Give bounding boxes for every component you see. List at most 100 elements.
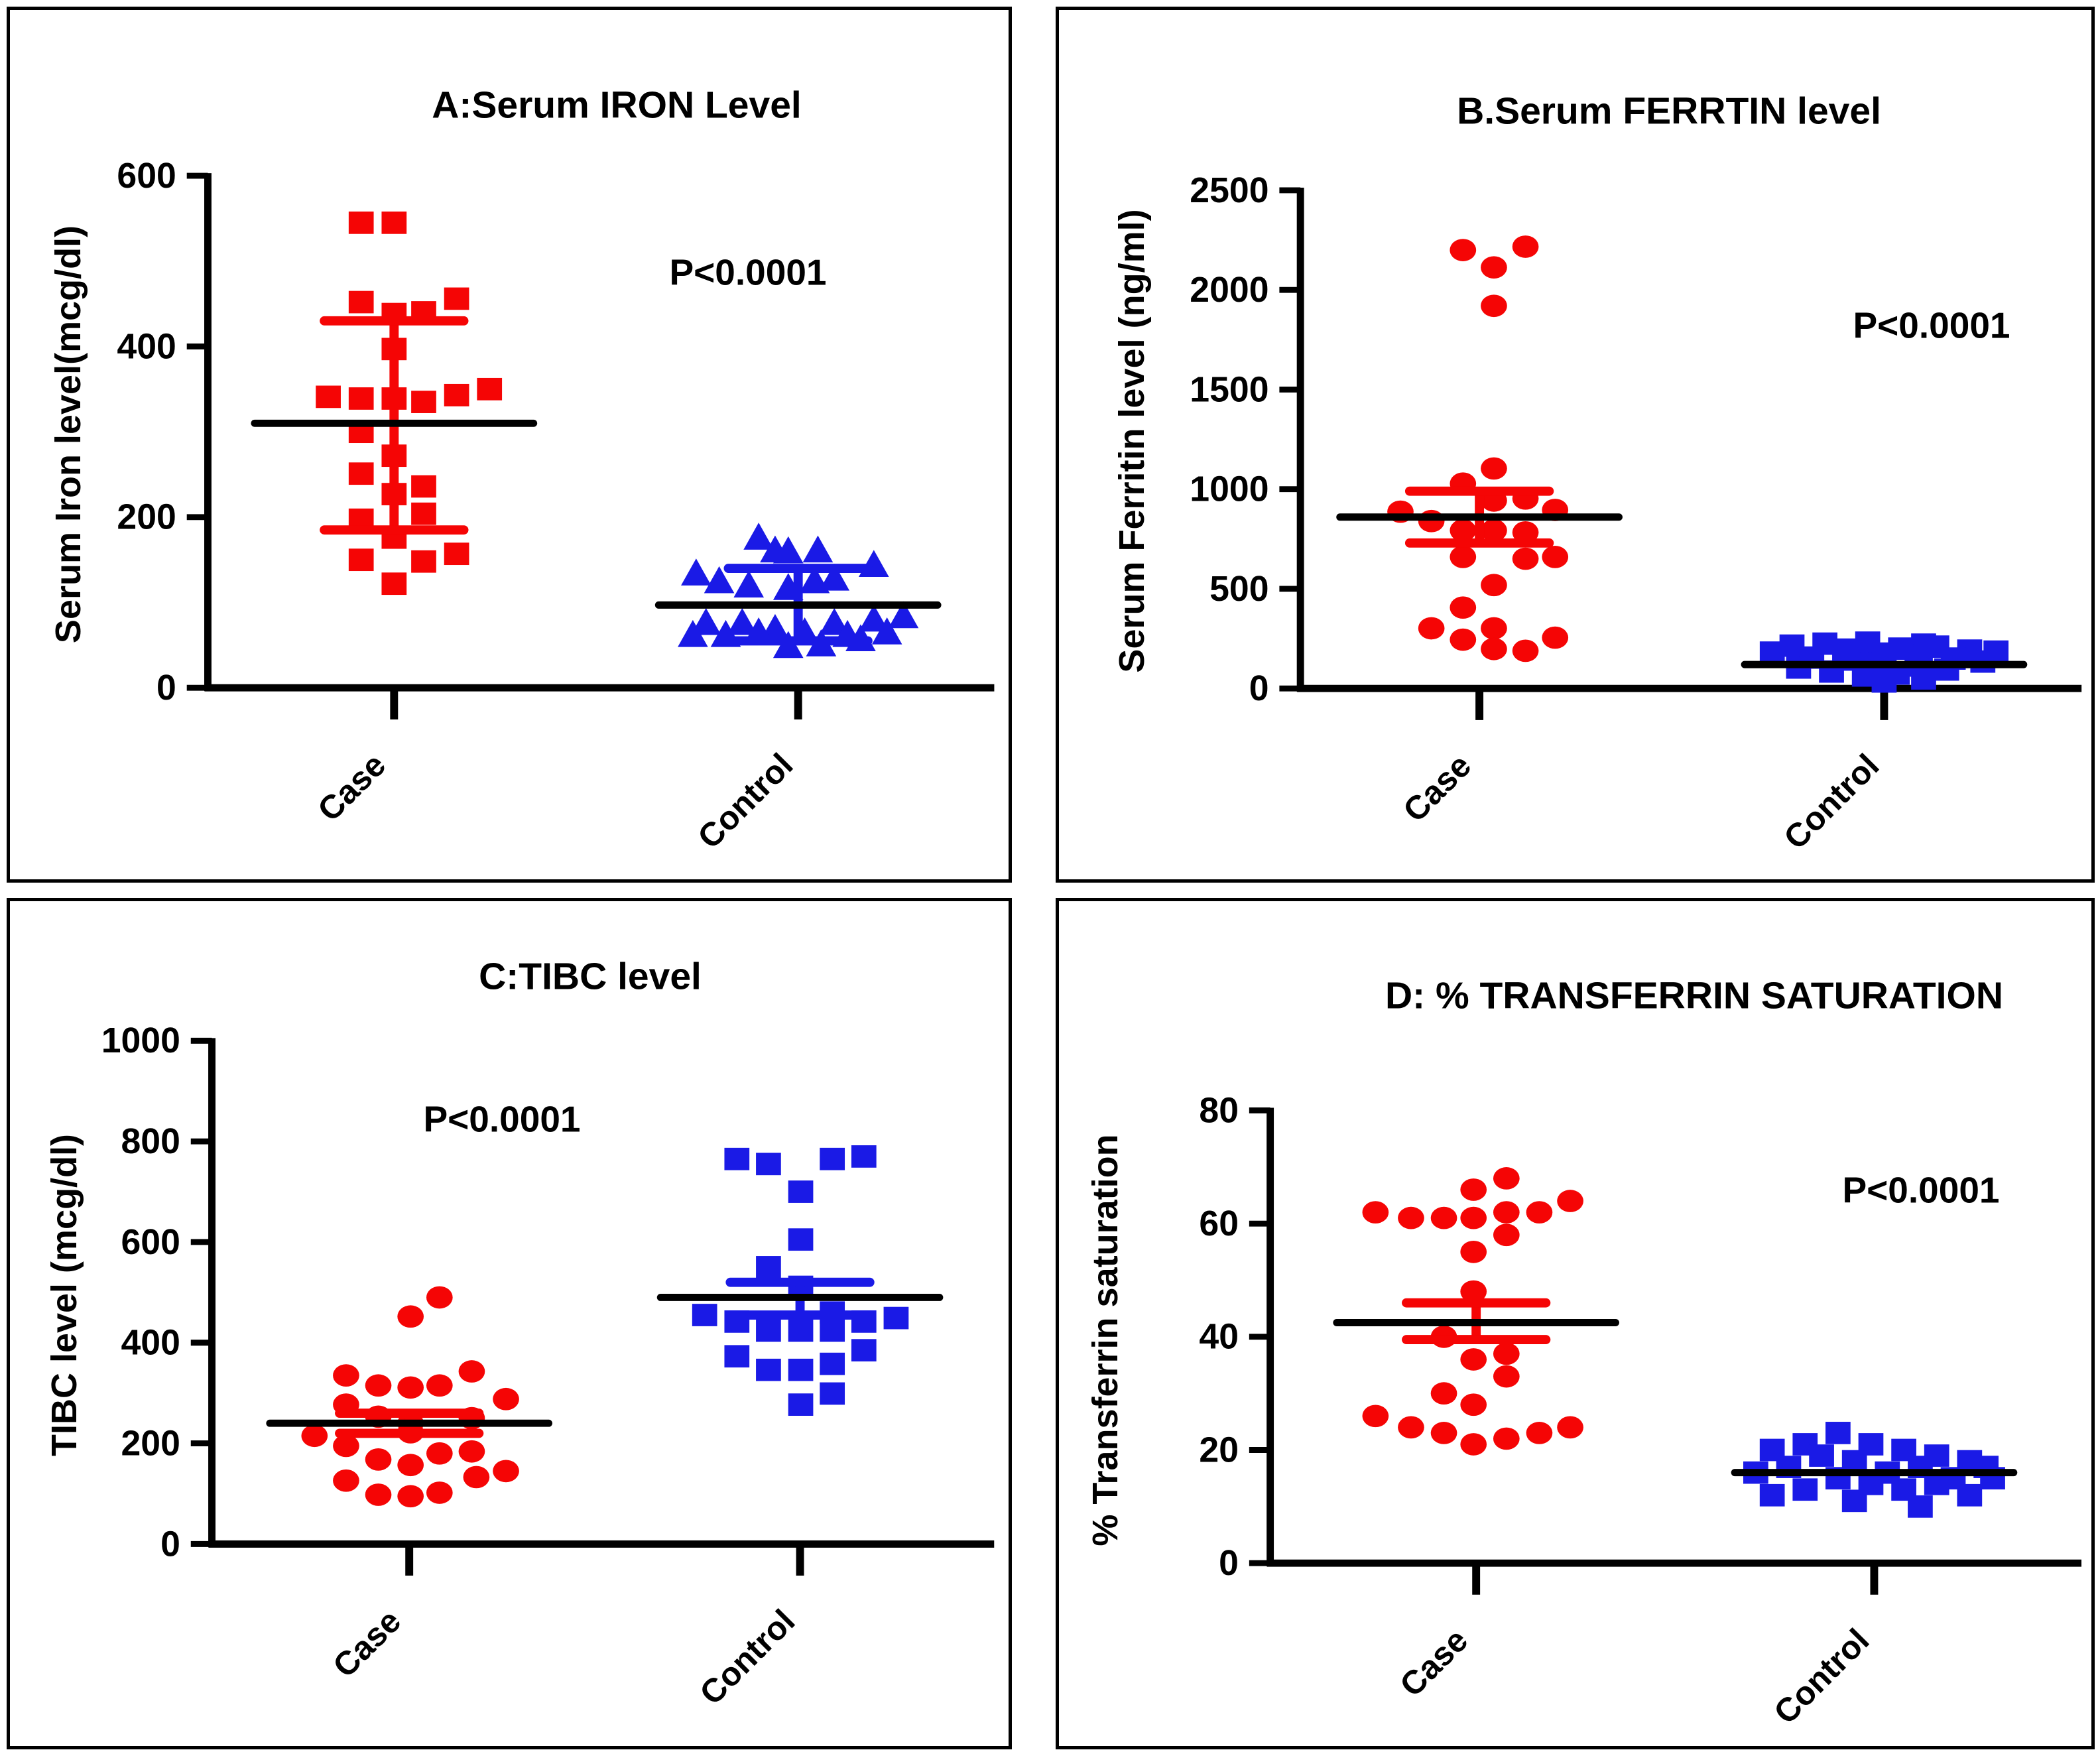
data-point [1911,667,1936,690]
data-point [411,475,436,498]
data-point [820,1147,845,1170]
data-point [858,604,889,632]
data-point [1908,1495,1933,1518]
data-point [426,1374,453,1397]
data-point [678,619,708,647]
data-point [1450,239,1477,261]
panel-b-title: B.Serum FERRTIN level [1457,90,1881,133]
data-point [727,607,758,635]
data-point [1362,1201,1389,1223]
data-point [756,1358,781,1381]
data-point [743,523,774,550]
data-point [444,542,469,566]
data-point [1398,1206,1424,1229]
data-point [1792,1478,1818,1501]
data-point [348,290,374,314]
data-point [411,391,436,413]
panel-d-title: D: % TRANSFERRIN SATURATION [1385,974,2004,1017]
data-point [1493,1365,1520,1388]
data-point [348,548,374,572]
y-tick-label: 1500 [1190,369,1268,409]
data-point [381,572,407,595]
data-point [820,1319,845,1342]
data-point [1759,1483,1785,1507]
data-point [724,1147,750,1170]
data-point [397,1376,424,1399]
data-point [1418,509,1445,532]
data-point [1460,1178,1487,1201]
y-tick-label: 200 [121,1424,180,1463]
data-point [493,1387,519,1410]
y-tick-label: 2000 [1190,270,1268,310]
data-point [426,1481,453,1504]
panel-c-scatter-plot: 0 200 400 600 800 1000 [101,1021,995,1576]
data-point [1481,519,1507,542]
data-point [1526,1422,1553,1444]
y-tick-label: 400 [117,326,176,366]
y-tick-label: 600 [121,1223,180,1262]
panel-b-scatter-plot: 0 500 1000 1500 2000 2500 [1190,170,2082,720]
data-point [397,1485,424,1508]
y-tick-label: 500 [1209,569,1268,609]
data-point [1430,1382,1457,1405]
data-point [704,566,735,594]
data-point [724,1345,750,1368]
data-point [1481,637,1507,660]
y-tick-label: 1000 [101,1021,180,1060]
data-point [1493,1201,1520,1223]
data-point [1493,1167,1520,1190]
y-tick-label: 60 [1199,1204,1239,1243]
y-tick-label: 0 [160,1525,180,1564]
data-point [333,1434,359,1458]
data-point [1512,235,1539,258]
data-point [458,1360,485,1383]
data-point [444,383,469,407]
panel-c-p-value: P<0.0001 [423,1098,581,1140]
data-point [690,607,721,635]
data-point [463,1466,490,1489]
data-point [1481,574,1507,597]
data-point [1460,1280,1487,1303]
data-point [1460,1393,1487,1416]
data-point [1362,1405,1389,1428]
data-point [1512,521,1539,544]
data-point [1526,1201,1553,1223]
data-point [1557,1416,1583,1439]
data-point [1481,256,1507,279]
panel-b-serum-ferritin: B.Serum FERRTIN level P<0.0001 Serum Fer… [1056,7,2095,883]
data-point [458,1440,485,1463]
data-point [888,601,919,629]
data-point [333,1469,359,1492]
data-point [1450,628,1477,651]
data-point [1759,641,1785,664]
y-tick-label: 0 [156,668,176,708]
panel-a-serum-iron: A:Serum IRON Level P<0.0001 Serum Iron l… [7,7,1012,883]
data-point [1481,294,1507,318]
data-point [788,1393,814,1416]
data-point [1450,545,1477,568]
panel-a-scatter-plot: 0 200 400 600 [117,156,995,720]
data-point [788,1228,814,1251]
data-point [1460,1206,1487,1229]
panel-a-title: A:Serum IRON Level [432,84,802,127]
data-point [348,387,374,410]
data-point [1542,545,1569,568]
data-point [426,1286,453,1309]
y-tick-label: 400 [121,1324,180,1363]
data-point [493,1460,519,1483]
data-point [772,536,804,564]
data-point [1542,626,1569,649]
data-point [819,563,850,591]
data-point [426,1442,453,1465]
data-point [1481,457,1507,480]
y-tick-label: 80 [1199,1091,1239,1130]
data-point [477,377,503,401]
panel-d-transferrin-saturation: D: % TRANSFERRIN SATURATION P<0.0001 % T… [1056,898,2095,1749]
data-point [788,1180,814,1203]
data-point [348,462,374,485]
panel-c-title: C:TIBC level [479,955,702,998]
data-point [820,1352,845,1375]
data-point [820,1382,845,1405]
data-point [1493,1342,1520,1365]
panel-b-p-value: P<0.0001 [1853,304,2010,346]
